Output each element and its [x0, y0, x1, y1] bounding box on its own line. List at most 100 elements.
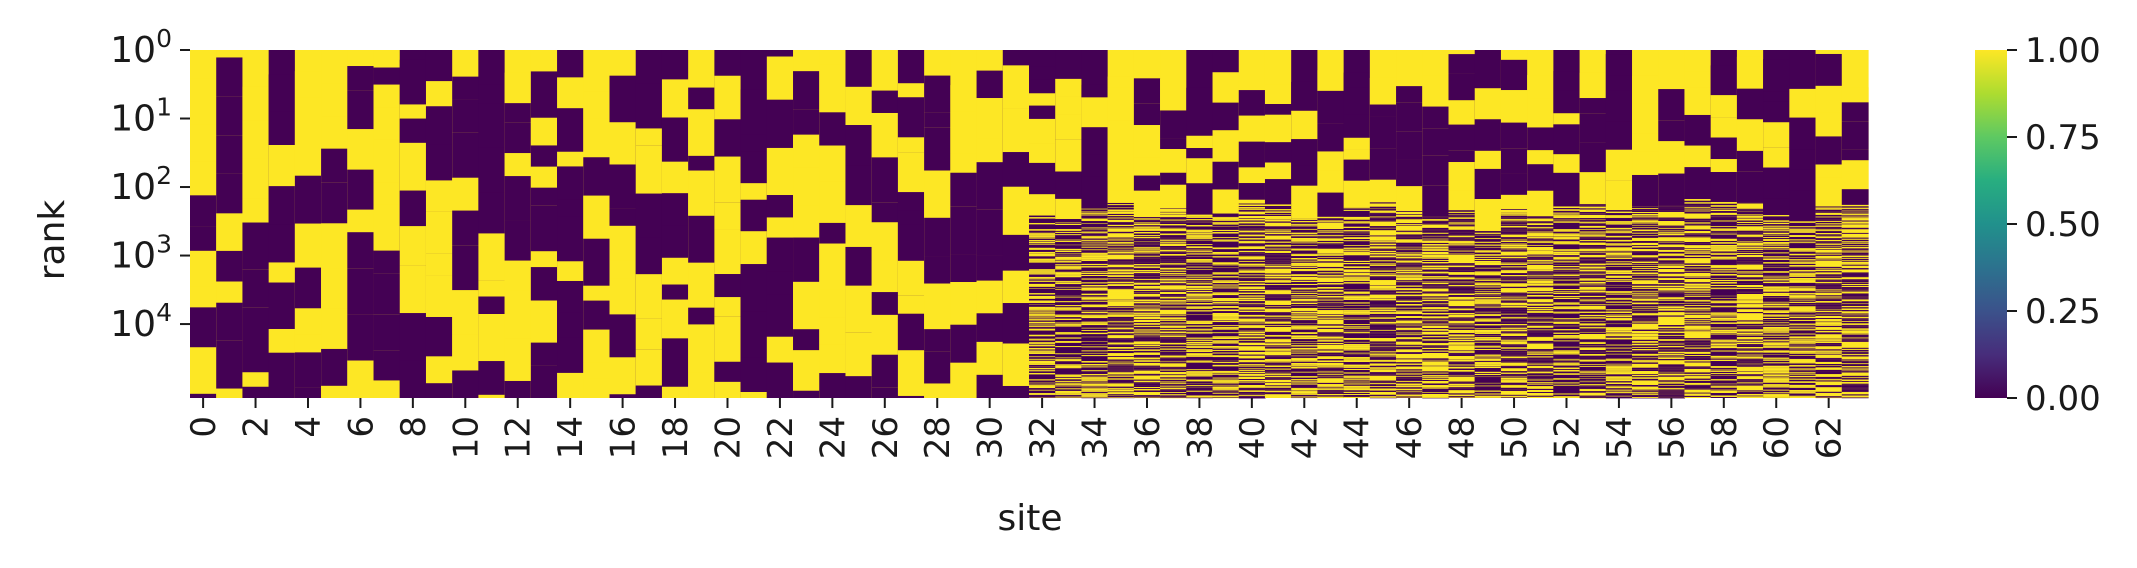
heatmap-cell — [1448, 317, 1476, 319]
heatmap-cell — [1317, 245, 1345, 248]
heatmap-cell — [1264, 349, 1292, 351]
heatmap-cell — [1527, 220, 1554, 222]
heatmap-cell — [1291, 368, 1319, 370]
heatmap-cell — [1055, 271, 1083, 273]
heatmap-cell — [1396, 240, 1423, 242]
heatmap-cell — [1579, 306, 1607, 308]
heatmap-cell — [1055, 384, 1083, 386]
heatmap-cell — [1317, 291, 1345, 292]
heatmap-cell — [1527, 334, 1554, 336]
heatmap-cell — [1029, 256, 1056, 258]
heatmap-cell — [1133, 347, 1161, 348]
heatmap-cell — [1605, 346, 1633, 348]
heatmap-cell — [1291, 356, 1319, 358]
heatmap-cell — [1029, 314, 1056, 316]
heatmap-cell — [1474, 306, 1502, 307]
heatmap-cell — [1343, 223, 1371, 226]
heatmap-cell — [1396, 270, 1423, 272]
heatmap-cell — [1029, 397, 1056, 398]
heatmap-cell — [216, 250, 244, 282]
heatmap-cell — [1553, 253, 1581, 254]
heatmap-cell — [1369, 274, 1397, 277]
heatmap-cell — [845, 165, 873, 206]
heatmap-cell — [1396, 343, 1423, 345]
heatmap-cell — [1107, 352, 1135, 354]
heatmap-cell — [1474, 368, 1502, 370]
heatmap-cell — [1605, 242, 1633, 244]
heatmap-cell — [1081, 127, 1109, 155]
heatmap-cell — [1160, 255, 1187, 257]
heatmap-cell — [1291, 293, 1319, 296]
heatmap-cell — [1343, 256, 1371, 259]
heatmap-cell — [1500, 380, 1528, 381]
heatmap-cell — [1186, 290, 1214, 293]
heatmap-cell — [1448, 309, 1476, 311]
heatmap-cell — [1186, 276, 1214, 277]
heatmap-cell — [1527, 228, 1554, 230]
heatmap-cell — [1160, 242, 1187, 243]
heatmap-cell — [1553, 341, 1581, 342]
heatmap-cell — [1186, 234, 1214, 236]
heatmap-cell — [1448, 211, 1476, 213]
heatmap-cell — [1186, 358, 1214, 360]
heatmap-cell — [1474, 262, 1502, 264]
heatmap-cell — [1133, 323, 1161, 325]
heatmap-cell — [1160, 237, 1187, 239]
heatmap-cell — [1500, 335, 1528, 337]
heatmap-cell — [1081, 238, 1109, 240]
heatmap-cell — [1264, 264, 1292, 266]
heatmap-cell — [1527, 382, 1554, 384]
heatmap-cell — [1264, 392, 1292, 395]
heatmap-cell — [1579, 363, 1607, 365]
heatmap-cell — [1264, 330, 1292, 332]
heatmap-cell — [1527, 241, 1554, 243]
heatmap-cell — [1317, 374, 1345, 376]
heatmap-cell — [583, 362, 611, 379]
heatmap-cell — [1448, 269, 1476, 271]
heatmap-cell — [1605, 369, 1633, 371]
heatmap-cell — [557, 199, 584, 217]
heatmap-cell — [1029, 363, 1056, 365]
heatmap-cell — [1500, 356, 1528, 359]
heatmap-cell — [1317, 388, 1345, 390]
heatmap-cell — [1133, 300, 1161, 302]
heatmap-cell — [1081, 267, 1109, 269]
heatmap-cell — [1553, 90, 1581, 114]
heatmap-cell — [1160, 327, 1187, 329]
heatmap-cell — [1186, 238, 1214, 240]
heatmap-cell — [1186, 241, 1214, 243]
heatmap-cell — [1448, 297, 1476, 298]
heatmap-cell — [1396, 186, 1423, 212]
heatmap-cell — [1422, 246, 1450, 248]
heatmap-cell — [1238, 323, 1266, 324]
heatmap-cell — [1107, 212, 1135, 214]
heatmap-cell — [1369, 277, 1397, 280]
heatmap-cell — [1291, 261, 1319, 263]
heatmap-cell — [1527, 292, 1554, 293]
heatmap-cell — [1605, 231, 1633, 232]
heatmap-cell — [1343, 390, 1371, 391]
heatmap-cell — [1107, 309, 1135, 310]
heatmap-cell — [1238, 335, 1266, 337]
heatmap-cell — [1527, 243, 1554, 245]
heatmap-cell — [1133, 352, 1161, 354]
heatmap-cell — [1579, 321, 1607, 323]
heatmap-cell — [1291, 239, 1319, 241]
heatmap-cell — [1264, 179, 1292, 205]
heatmap-cell — [190, 195, 217, 227]
heatmap-cell — [1369, 382, 1397, 384]
heatmap-cell — [1527, 232, 1554, 233]
heatmap-cell — [1160, 271, 1187, 273]
heatmap-cell — [1186, 246, 1214, 249]
heatmap-cell — [1527, 370, 1554, 372]
heatmap-cell — [1605, 268, 1633, 271]
heatmap-cell — [1500, 231, 1528, 234]
heatmap-cell — [1422, 387, 1450, 389]
heatmap-cell — [1396, 311, 1423, 313]
heatmap-cell — [1527, 267, 1554, 269]
heatmap-cell — [1527, 279, 1554, 281]
heatmap-cell — [1029, 360, 1056, 362]
heatmap-cell — [1133, 285, 1161, 288]
heatmap-cell — [1369, 374, 1397, 376]
heatmap-cell — [1317, 339, 1345, 341]
